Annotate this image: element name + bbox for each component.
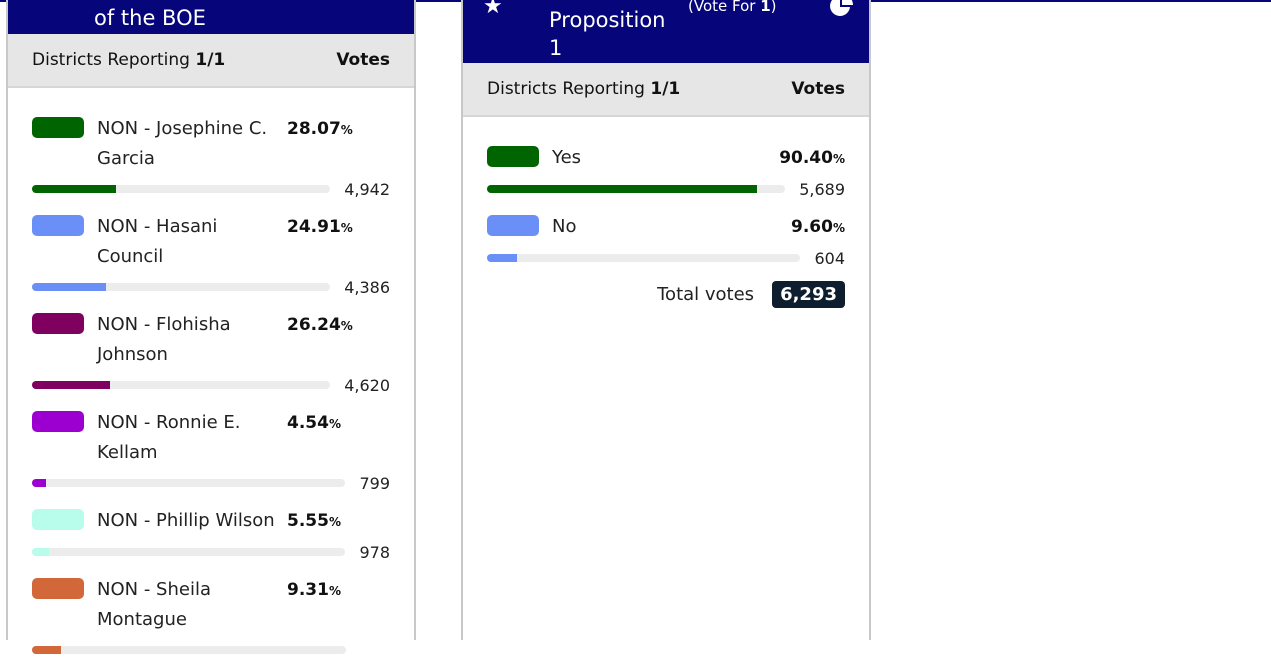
candidate-name: Yes [552, 147, 582, 168]
districts-value: 1/1 [195, 50, 226, 70]
candidate-percent: 90.40% [779, 148, 845, 168]
vote-share-fill [487, 185, 757, 193]
vote-share-bar [32, 283, 331, 291]
vote-for-label: (Vote For 1) [688, 0, 777, 15]
contest-title: of the BOE [94, 6, 206, 30]
contest-card-proposition: ★ Proposition 1 (Vote For 1) Districts R… [461, 0, 871, 640]
districts-bar: Districts Reporting 1/1 Votes [8, 34, 414, 88]
candidate-name: NON - Ronnie E. Kellam [97, 412, 241, 463]
candidate-row: NON - Phillip Wilson 5.55% 978 [8, 506, 414, 563]
candidate-row: NON - Hasani Council 24.91% 4,386 [8, 212, 414, 298]
pie-chart-icon[interactable] [829, 0, 853, 18]
vote-share-bar [487, 185, 786, 193]
vote-share-bar [32, 646, 346, 654]
contest-header: of the BOE [8, 0, 414, 34]
candidate-votes: 4,620 [344, 375, 390, 395]
vote-share-bar [32, 548, 346, 556]
star-icon[interactable]: ★ [483, 0, 503, 19]
candidate-votes: 604 [814, 248, 845, 268]
candidate-row: No 9.60% 604 [463, 212, 869, 269]
candidate-color-swatch [32, 117, 84, 138]
candidate-row: NON - Flohisha Johnson 26.24% 4,620 [8, 310, 414, 396]
candidate-row: NON - Sheila Montague 9.31% [8, 575, 414, 661]
candidate-percent: 9.60% [791, 217, 845, 237]
candidate-percent: 24.91% [287, 217, 353, 237]
candidate-name: NON - Phillip Wilson [97, 510, 275, 531]
candidate-percent: 28.07% [287, 119, 353, 139]
vote-share-fill [32, 185, 116, 193]
contest-card-boe: of the BOE Districts Reporting 1/1 Votes… [6, 0, 416, 654]
candidate-color-swatch [32, 509, 84, 530]
candidate-percent: 5.55% [287, 511, 341, 531]
vote-share-fill [32, 646, 62, 654]
vote-share-bar [32, 479, 346, 487]
vote-share-bar [32, 185, 331, 193]
candidate-color-swatch [32, 411, 84, 432]
districts-value: 1/1 [650, 79, 681, 99]
candidate-name: No [552, 216, 577, 237]
candidate-color-swatch [32, 313, 84, 334]
candidate-row: NON - Josephine C. Garcia 28.07% 4,942 [8, 114, 414, 200]
candidate-name: NON - Sheila Montague [97, 579, 211, 630]
vote-share-fill [32, 381, 111, 389]
candidate-name: NON - Flohisha Johnson [97, 314, 231, 365]
candidate-color-swatch [487, 215, 539, 236]
candidate-name: NON - Josephine C. Garcia [97, 118, 268, 169]
vote-share-fill [32, 548, 50, 556]
contest-title: Proposition 1 [549, 8, 666, 60]
candidate-color-swatch [32, 578, 84, 599]
candidate-percent: 4.54% [287, 413, 341, 433]
vote-share-bar [487, 254, 801, 262]
candidate-votes: 978 [359, 542, 390, 562]
candidate-percent: 26.24% [287, 315, 353, 335]
candidate-votes: 799 [359, 473, 390, 493]
districts-label: Districts Reporting [487, 79, 645, 99]
total-votes-row: Total votes 6,293 [463, 281, 869, 308]
candidate-color-swatch [487, 146, 539, 167]
votes-header: Votes [791, 79, 845, 99]
total-votes-label: Total votes [657, 284, 755, 305]
vote-share-fill [487, 254, 518, 262]
candidate-name: NON - Hasani Council [97, 216, 218, 267]
total-votes-badge: 6,293 [772, 281, 845, 308]
candidate-votes: 5,689 [799, 179, 845, 199]
candidate-color-swatch [32, 215, 84, 236]
vote-share-fill [32, 479, 47, 487]
candidate-votes: 4,386 [344, 277, 390, 297]
candidate-votes: 4,942 [344, 179, 390, 199]
candidate-percent: 9.31% [287, 580, 341, 600]
districts-label: Districts Reporting [32, 50, 190, 70]
vote-share-fill [32, 283, 107, 291]
vote-share-bar [32, 381, 331, 389]
contest-header: ★ Proposition 1 (Vote For 1) [463, 0, 869, 63]
candidate-row: NON - Ronnie E. Kellam 4.54% 799 [8, 408, 414, 494]
districts-bar: Districts Reporting 1/1 Votes [463, 63, 869, 117]
votes-header: Votes [336, 50, 390, 70]
candidate-row: Yes 90.40% 5,689 [463, 143, 869, 200]
